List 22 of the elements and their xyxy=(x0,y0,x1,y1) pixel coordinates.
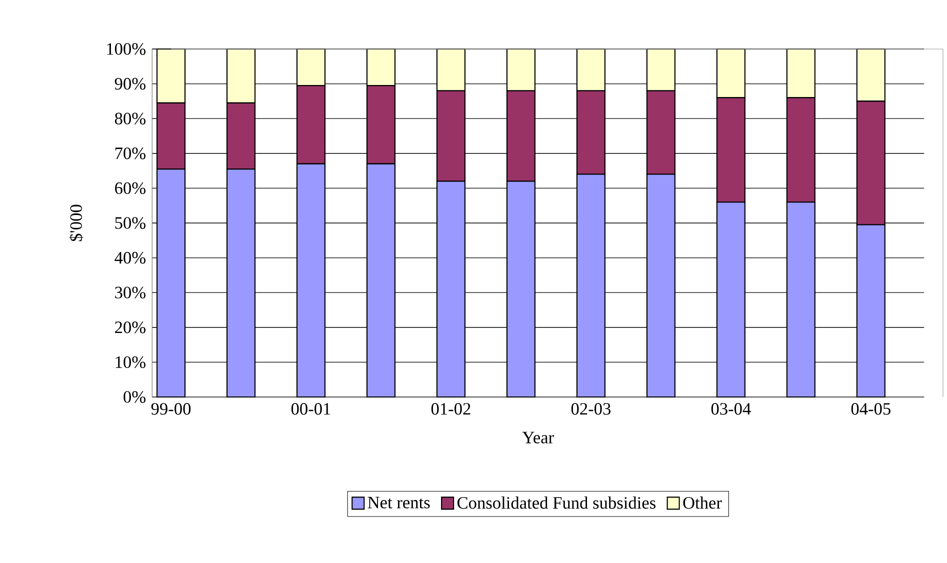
x-tick-label: 99-00 xyxy=(151,403,191,415)
y-tick-label: 0% xyxy=(124,391,146,403)
y-tick-label: 10% xyxy=(116,356,146,368)
y-tick-label: 80% xyxy=(114,112,146,124)
legend-label: Other xyxy=(683,496,722,509)
x-tick-label: 01-02 xyxy=(431,403,470,415)
x-tick-label: 03-04 xyxy=(711,403,751,415)
y-tick-label: 50% xyxy=(115,217,146,229)
y-tick-label: 100% xyxy=(107,43,146,55)
y-tick-label: 90% xyxy=(114,78,146,90)
y-tick-label: 40% xyxy=(114,252,146,264)
y-tick-label: 20% xyxy=(115,322,146,334)
x-tick-label: 02-03 xyxy=(571,403,610,415)
x-axis-title: Year xyxy=(522,432,554,444)
legend-label: Consolidated Fund subsidies xyxy=(457,496,656,509)
legend-label: Net rents xyxy=(368,496,430,508)
y-tick-label: 30% xyxy=(115,286,146,298)
y-tick-label: 70% xyxy=(115,148,146,160)
x-tick-label: 00-01 xyxy=(291,403,330,415)
y-tick-label: 60% xyxy=(115,182,146,194)
y-axis-title: $'000 xyxy=(69,204,84,242)
x-tick-label: 04-05 xyxy=(851,403,890,415)
